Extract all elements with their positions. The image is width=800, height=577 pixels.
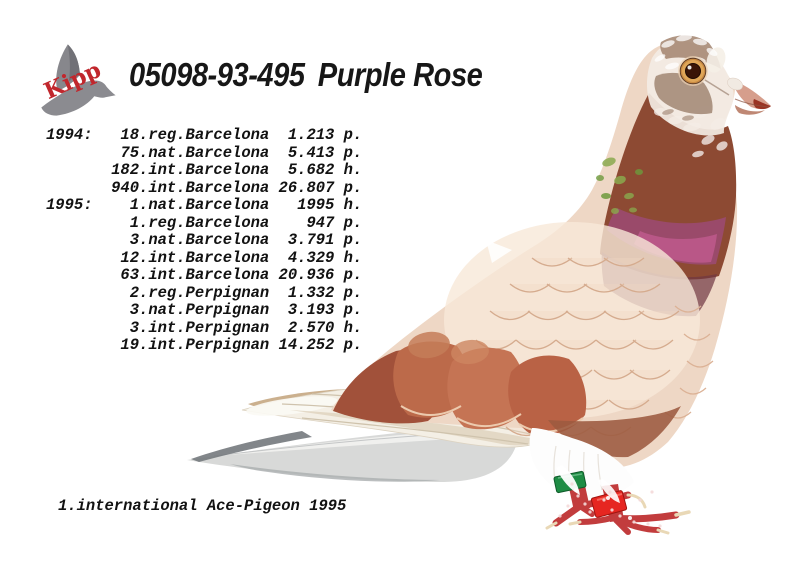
red-covert-feathers [333, 331, 587, 435]
race-results: 1994: 18.reg.Barcelona 1.213 p. 75.nat.B… [46, 126, 363, 354]
ring-number: 05098-93-495 [129, 56, 305, 93]
eye [678, 56, 708, 86]
kipp-logo: Kipp [40, 44, 116, 116]
page-title: 05098-93-495 Purple Rose [129, 56, 483, 94]
claws [545, 493, 691, 535]
pigeon-logo-icon [41, 44, 116, 116]
green-iridescence [596, 157, 643, 214]
breast-scallops [664, 305, 714, 419]
ace-pigeon-line: 1.international Ace-Pigeon 1995 [58, 497, 347, 515]
pigeon-photo [187, 34, 771, 535]
head [646, 34, 771, 136]
pigeon-name: Purple Rose [317, 56, 483, 93]
beak-cere [727, 77, 743, 91]
beak [727, 77, 771, 115]
legs-and-feet [545, 465, 691, 535]
foot-speckles [558, 482, 662, 528]
